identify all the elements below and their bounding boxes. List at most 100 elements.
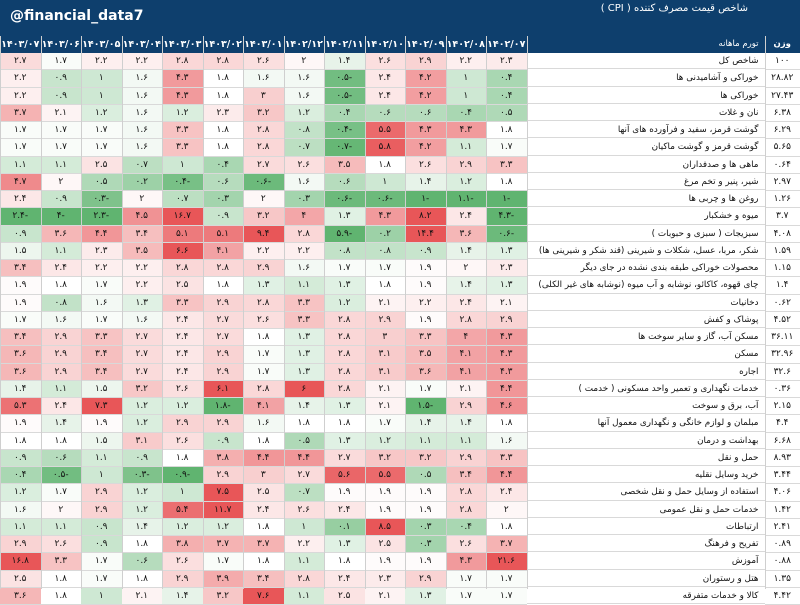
value-cell: ۱.۸ xyxy=(486,122,527,139)
value-cell: ۲.۸ xyxy=(284,571,325,588)
value-cell: ۲.۴ xyxy=(486,484,527,501)
value-cell: ۲.۲ xyxy=(284,243,325,260)
value-cell: ۵.۱ xyxy=(162,226,203,243)
category-name: شکر، مربا، عسل، شکلات و شیرینی (قند شکر … xyxy=(527,243,765,259)
weight-cell: ۰.۶۲ xyxy=(765,295,800,312)
month-header: ۱۴۰۳/۰۳ xyxy=(162,36,203,53)
weight-cell: ۳.۷ xyxy=(765,208,800,225)
value-cell: ۲.۴ xyxy=(365,70,406,87)
value-cell: ۳.۵ xyxy=(324,157,365,174)
column-separator xyxy=(284,36,285,589)
value-cell: ۲.۶ xyxy=(162,433,203,450)
value-cell: ۱.۶ xyxy=(243,415,284,432)
value-cell: ۰.۵ xyxy=(486,105,527,122)
value-cell: ۱.۶ xyxy=(41,312,82,329)
value-cell: ۰.۹ xyxy=(0,226,41,243)
value-cell: ۱.۶ xyxy=(122,139,163,156)
value-cell: ۲.۶ xyxy=(405,157,446,174)
value-cell: ۱.۸ xyxy=(486,174,527,191)
table-title: شاخص قیمت مصرف کننده ( CPI ) xyxy=(601,3,748,14)
value-cell: ۲.۴ xyxy=(41,260,82,277)
weight-cell: ۰.۸۹ xyxy=(765,536,800,553)
value-cell: ۱.۷ xyxy=(81,553,122,570)
value-cell: ۳.۱ xyxy=(122,433,163,450)
category-name: آب، برق و سوخت xyxy=(527,398,765,414)
column-separator xyxy=(203,36,204,589)
value-cell: ۲.۱ xyxy=(365,381,406,398)
month-header: ۱۴۰۲/۰۷ xyxy=(486,36,527,53)
value-cell: ۱ xyxy=(446,88,487,105)
value-cell: ۱.۲ xyxy=(81,105,122,122)
value-cell: ۳.۳ xyxy=(284,295,325,312)
weight-cell: ۱.۵۹ xyxy=(765,243,800,260)
value-cell: ۲.۲ xyxy=(446,53,487,70)
weight-cell: ۴.۵۲ xyxy=(765,312,800,329)
value-cell: ۰.۳ xyxy=(405,519,446,536)
value-cell: ۳.۲ xyxy=(365,450,406,467)
value-cell: ۱.۸- xyxy=(203,398,244,415)
value-cell: ۱ xyxy=(81,467,122,484)
value-cell: ۳.۸ xyxy=(162,536,203,553)
value-cell: ۲ xyxy=(41,502,82,519)
value-cell: ۱.۹ xyxy=(0,295,41,312)
value-cell: ۰.۳- xyxy=(81,191,122,208)
value-cell: ۱.۷ xyxy=(41,53,82,70)
value-cell: ۲.۱ xyxy=(41,105,82,122)
value-cell: ۱.۸ xyxy=(486,519,527,536)
category-name: میوه و خشکبار xyxy=(527,208,765,224)
category-name: خوراکی ها xyxy=(527,88,765,104)
value-cell: ۱.۶ xyxy=(122,105,163,122)
value-cell: ۱.۲ xyxy=(122,415,163,432)
value-cell: ۲.۲ xyxy=(81,53,122,70)
category-name: خدمات حمل و نقل عمومی xyxy=(527,502,765,518)
value-cell: ۴.۴ xyxy=(486,381,527,398)
value-cell: ۴.۷ xyxy=(0,174,41,191)
value-cell: ۳ xyxy=(243,467,284,484)
value-cell: ۵.۵ xyxy=(365,467,406,484)
value-cell: ۱.۷ xyxy=(41,484,82,501)
value-cell: ۴.۳ xyxy=(446,122,487,139)
value-cell: ۳.۳ xyxy=(486,157,527,174)
value-cell: ۱.۴ xyxy=(324,53,365,70)
category-name: خرید وسایل نقلیه xyxy=(527,467,765,483)
value-cell: ۱.۷ xyxy=(0,139,41,156)
category-name: ارتباطات xyxy=(527,519,765,535)
weight-cell: ۴.۴۲ xyxy=(765,588,800,605)
value-cell: ۱.۱- xyxy=(446,191,487,208)
value-cell: ۱.۳ xyxy=(486,243,527,260)
value-cell: ۱.۶ xyxy=(243,70,284,87)
value-cell: ۱۶.۸ xyxy=(0,553,41,570)
value-cell: ۱.۷ xyxy=(41,139,82,156)
value-cell: ۳.۸ xyxy=(203,450,244,467)
value-cell: ۳.۲ xyxy=(405,450,446,467)
value-cell: ۲.۴ xyxy=(324,571,365,588)
weight-cell: ۰.۳۶ xyxy=(765,381,800,398)
value-cell: ۳.۱ xyxy=(365,346,406,363)
value-cell: ۱.۸ xyxy=(324,415,365,432)
value-cell: ۶ xyxy=(284,381,325,398)
weight-cell: ۳۶.۱۱ xyxy=(765,329,800,346)
value-cell: ۲.۴ xyxy=(162,312,203,329)
value-cell: ۰.۶- xyxy=(365,191,406,208)
value-cell: ۷.۶ xyxy=(243,588,284,605)
value-cell: ۲.۹ xyxy=(41,346,82,363)
weight-cell: ۲۸.۸۲ xyxy=(765,70,800,87)
value-cell: ۳.۹ xyxy=(203,571,244,588)
value-cell: ۲.۸ xyxy=(446,484,487,501)
value-cell: ۱.۶ xyxy=(284,88,325,105)
value-cell: ۰.۹ xyxy=(81,536,122,553)
value-cell: ۱.۶ xyxy=(284,260,325,277)
value-cell: ۲ xyxy=(284,53,325,70)
value-cell: ۲.۹ xyxy=(81,502,122,519)
value-cell: ۲.۳ xyxy=(203,105,244,122)
value-cell: ۱.۶ xyxy=(122,312,163,329)
value-cell: ۴.۱ xyxy=(243,398,284,415)
value-cell: ۱.۳ xyxy=(324,536,365,553)
